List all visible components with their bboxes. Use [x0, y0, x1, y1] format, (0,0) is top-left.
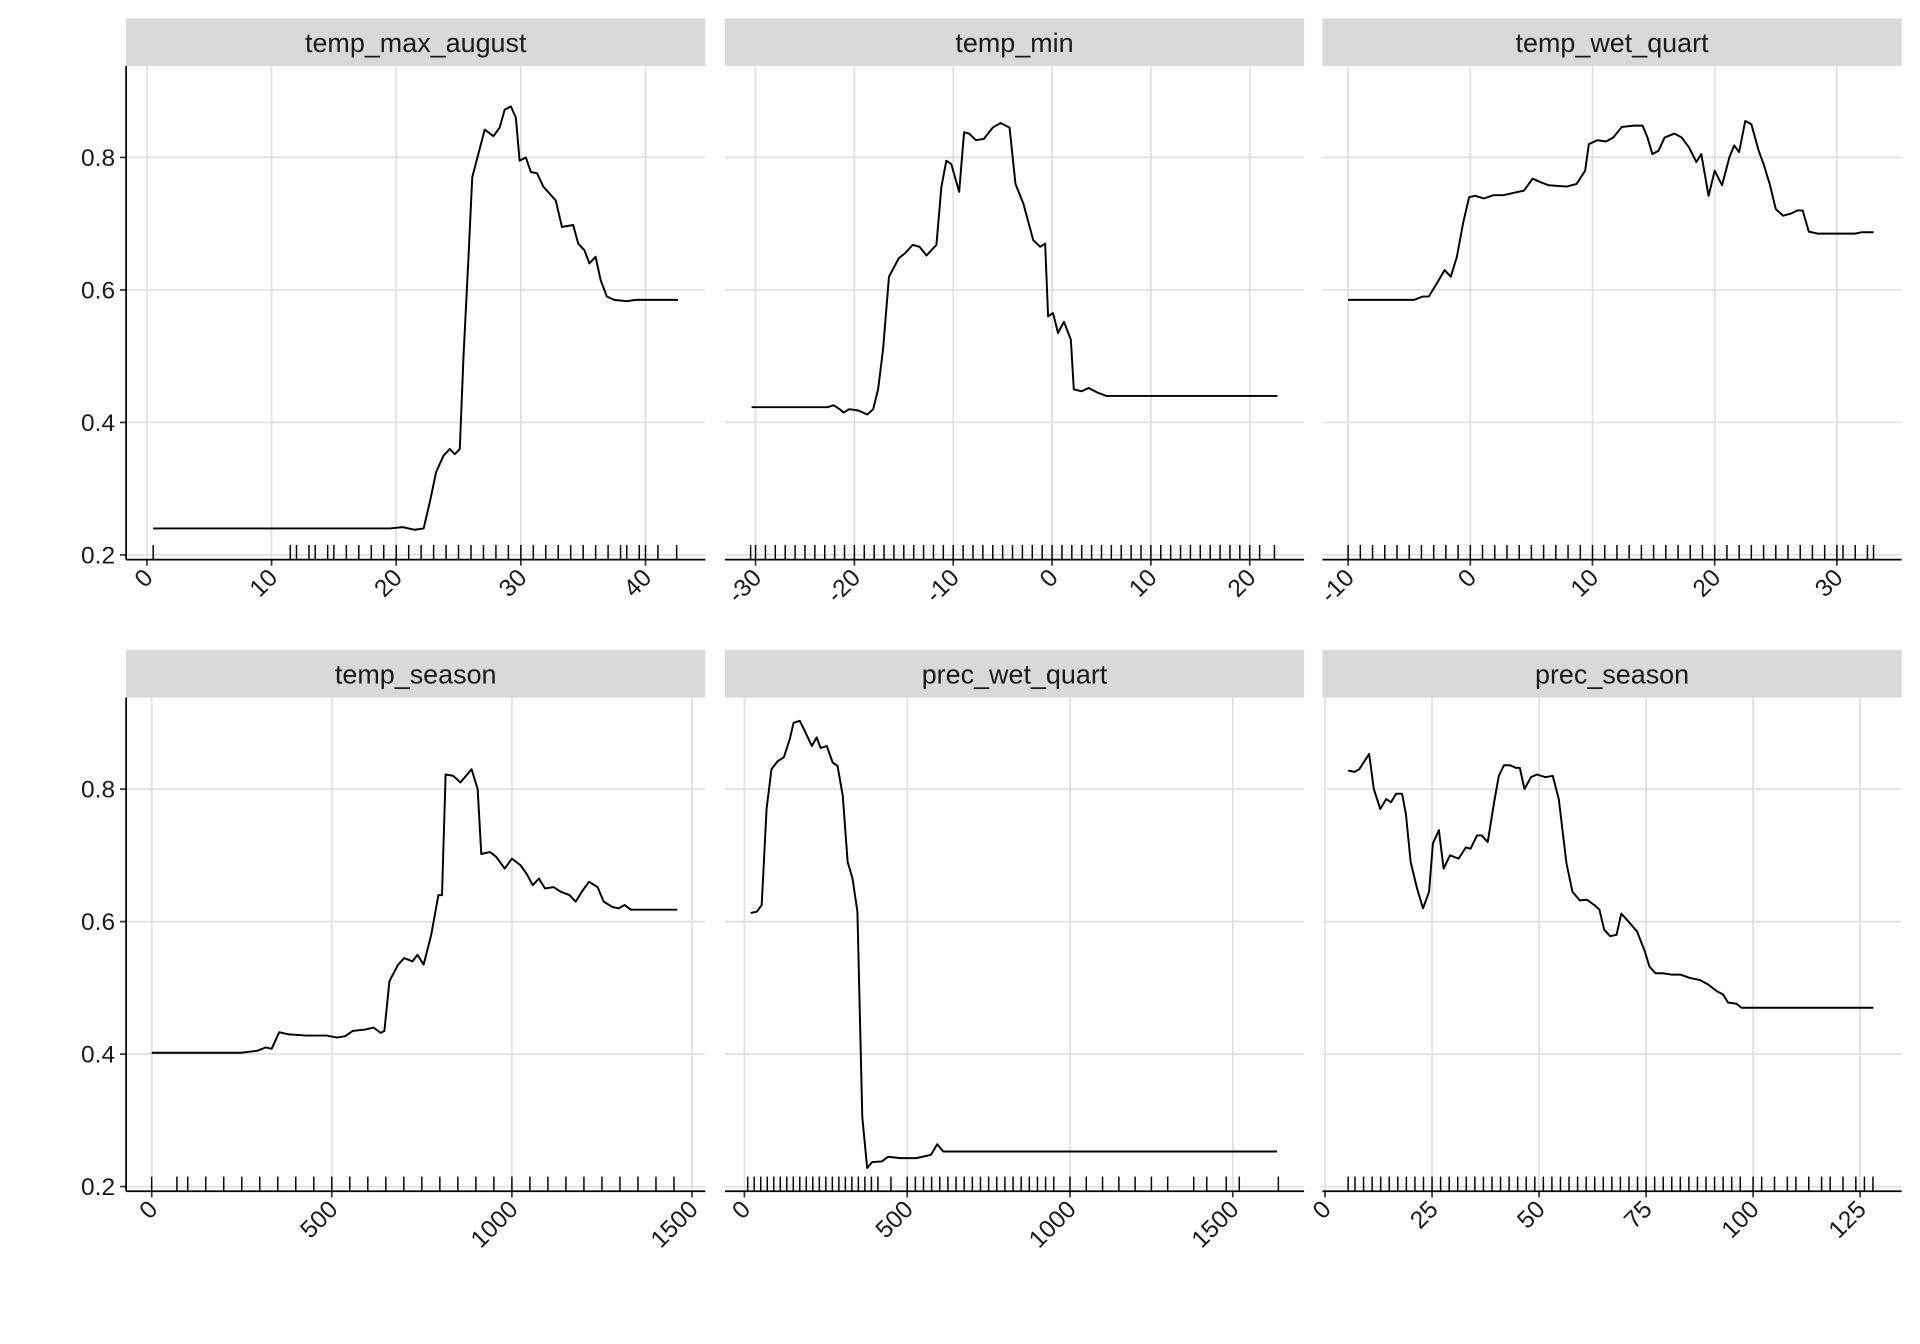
strip-background [724, 649, 1305, 698]
x-tick-label: -10 [921, 564, 965, 608]
x-tick-label: 100 [1717, 1196, 1765, 1244]
pdp-line [1348, 119, 1874, 301]
strip-background [724, 18, 1305, 66]
x-tick-label: 1000 [466, 1196, 524, 1253]
pdp-line [750, 719, 1278, 1170]
x-tick-label: 20 [369, 564, 407, 602]
x-tick-label: 50 [1512, 1196, 1550, 1234]
x-tick-label: 1000 [1024, 1196, 1082, 1253]
x-tick-label: 30 [494, 564, 532, 602]
strip-title: temp_wet_quart [1516, 28, 1710, 58]
x-tick-label: 75 [1619, 1196, 1657, 1234]
x-tick-label: -30 [723, 564, 767, 608]
strip-title: prec_wet_quart [922, 660, 1108, 690]
x-tick-label: -20 [822, 564, 866, 608]
panel: temp_min -30 -20 -10 0 10 20 [723, 18, 1305, 608]
panel: temp_wet_quart -10 0 10 20 30 [1316, 18, 1902, 608]
y-tick-label: 0.6 [81, 909, 115, 936]
x-tick-label: 20 [1688, 564, 1726, 602]
x-tick-label: 0 [135, 1196, 164, 1225]
pdp-line [153, 105, 678, 531]
x-tick-label: 500 [295, 1196, 343, 1244]
pdp-line [751, 121, 1278, 416]
y-tick-label: 0.8 [81, 145, 115, 172]
strip-background [126, 18, 706, 66]
x-tick-label: 1500 [1187, 1196, 1245, 1253]
y-tick-label: 0.8 [81, 777, 115, 804]
y-tick-label: 0.4 [81, 1042, 115, 1069]
x-tick-label: 0 [1308, 1196, 1337, 1225]
strip-title: temp_min [955, 28, 1073, 58]
strip-title: prec_season [1535, 660, 1689, 690]
y-tick-label: 0.2 [81, 1174, 115, 1201]
y-tick-label: 0.2 [81, 543, 115, 570]
x-tick-label: 10 [1124, 564, 1162, 602]
x-tick-label: 30 [1810, 564, 1848, 602]
x-tick-label: 1500 [646, 1196, 704, 1253]
x-tick-label: 125 [1824, 1196, 1872, 1244]
x-tick-label: 0 [1035, 564, 1064, 593]
strip-title: temp_season [335, 660, 497, 690]
x-tick-label: 0 [130, 564, 159, 593]
x-tick-label: 500 [871, 1196, 919, 1244]
x-tick-label: 10 [245, 564, 283, 602]
pdp-line [151, 768, 678, 1054]
y-tick-label: 0.4 [81, 410, 115, 437]
strip-title: temp_max_august [305, 28, 527, 58]
panel: prec_wet_quart 0 500 1000 1500 [724, 649, 1305, 1253]
x-tick-label: 0 [727, 1196, 756, 1225]
x-tick-label: 40 [619, 564, 657, 602]
panel: temp_season 0.2 0.4 0.6 0.8 0 500 1000 1500 [81, 649, 706, 1253]
x-tick-label: 0 [1453, 564, 1482, 593]
pdp-line [1347, 752, 1874, 1009]
strip-background [126, 649, 706, 698]
x-tick-label: 25 [1405, 1196, 1443, 1234]
y-tick-label: 0.6 [81, 277, 115, 304]
x-tick-label: -10 [1316, 564, 1360, 608]
panel: prec_season 0 25 50 75 100 125 [1308, 649, 1902, 1244]
panel: temp_max_august 0.2 0.4 0.6 0.8 0 10 20 30 40 [81, 18, 706, 603]
x-tick-label: 20 [1223, 564, 1261, 602]
x-tick-label: 10 [1566, 564, 1604, 602]
strip-background [1322, 18, 1902, 66]
strip-background [1322, 649, 1902, 698]
